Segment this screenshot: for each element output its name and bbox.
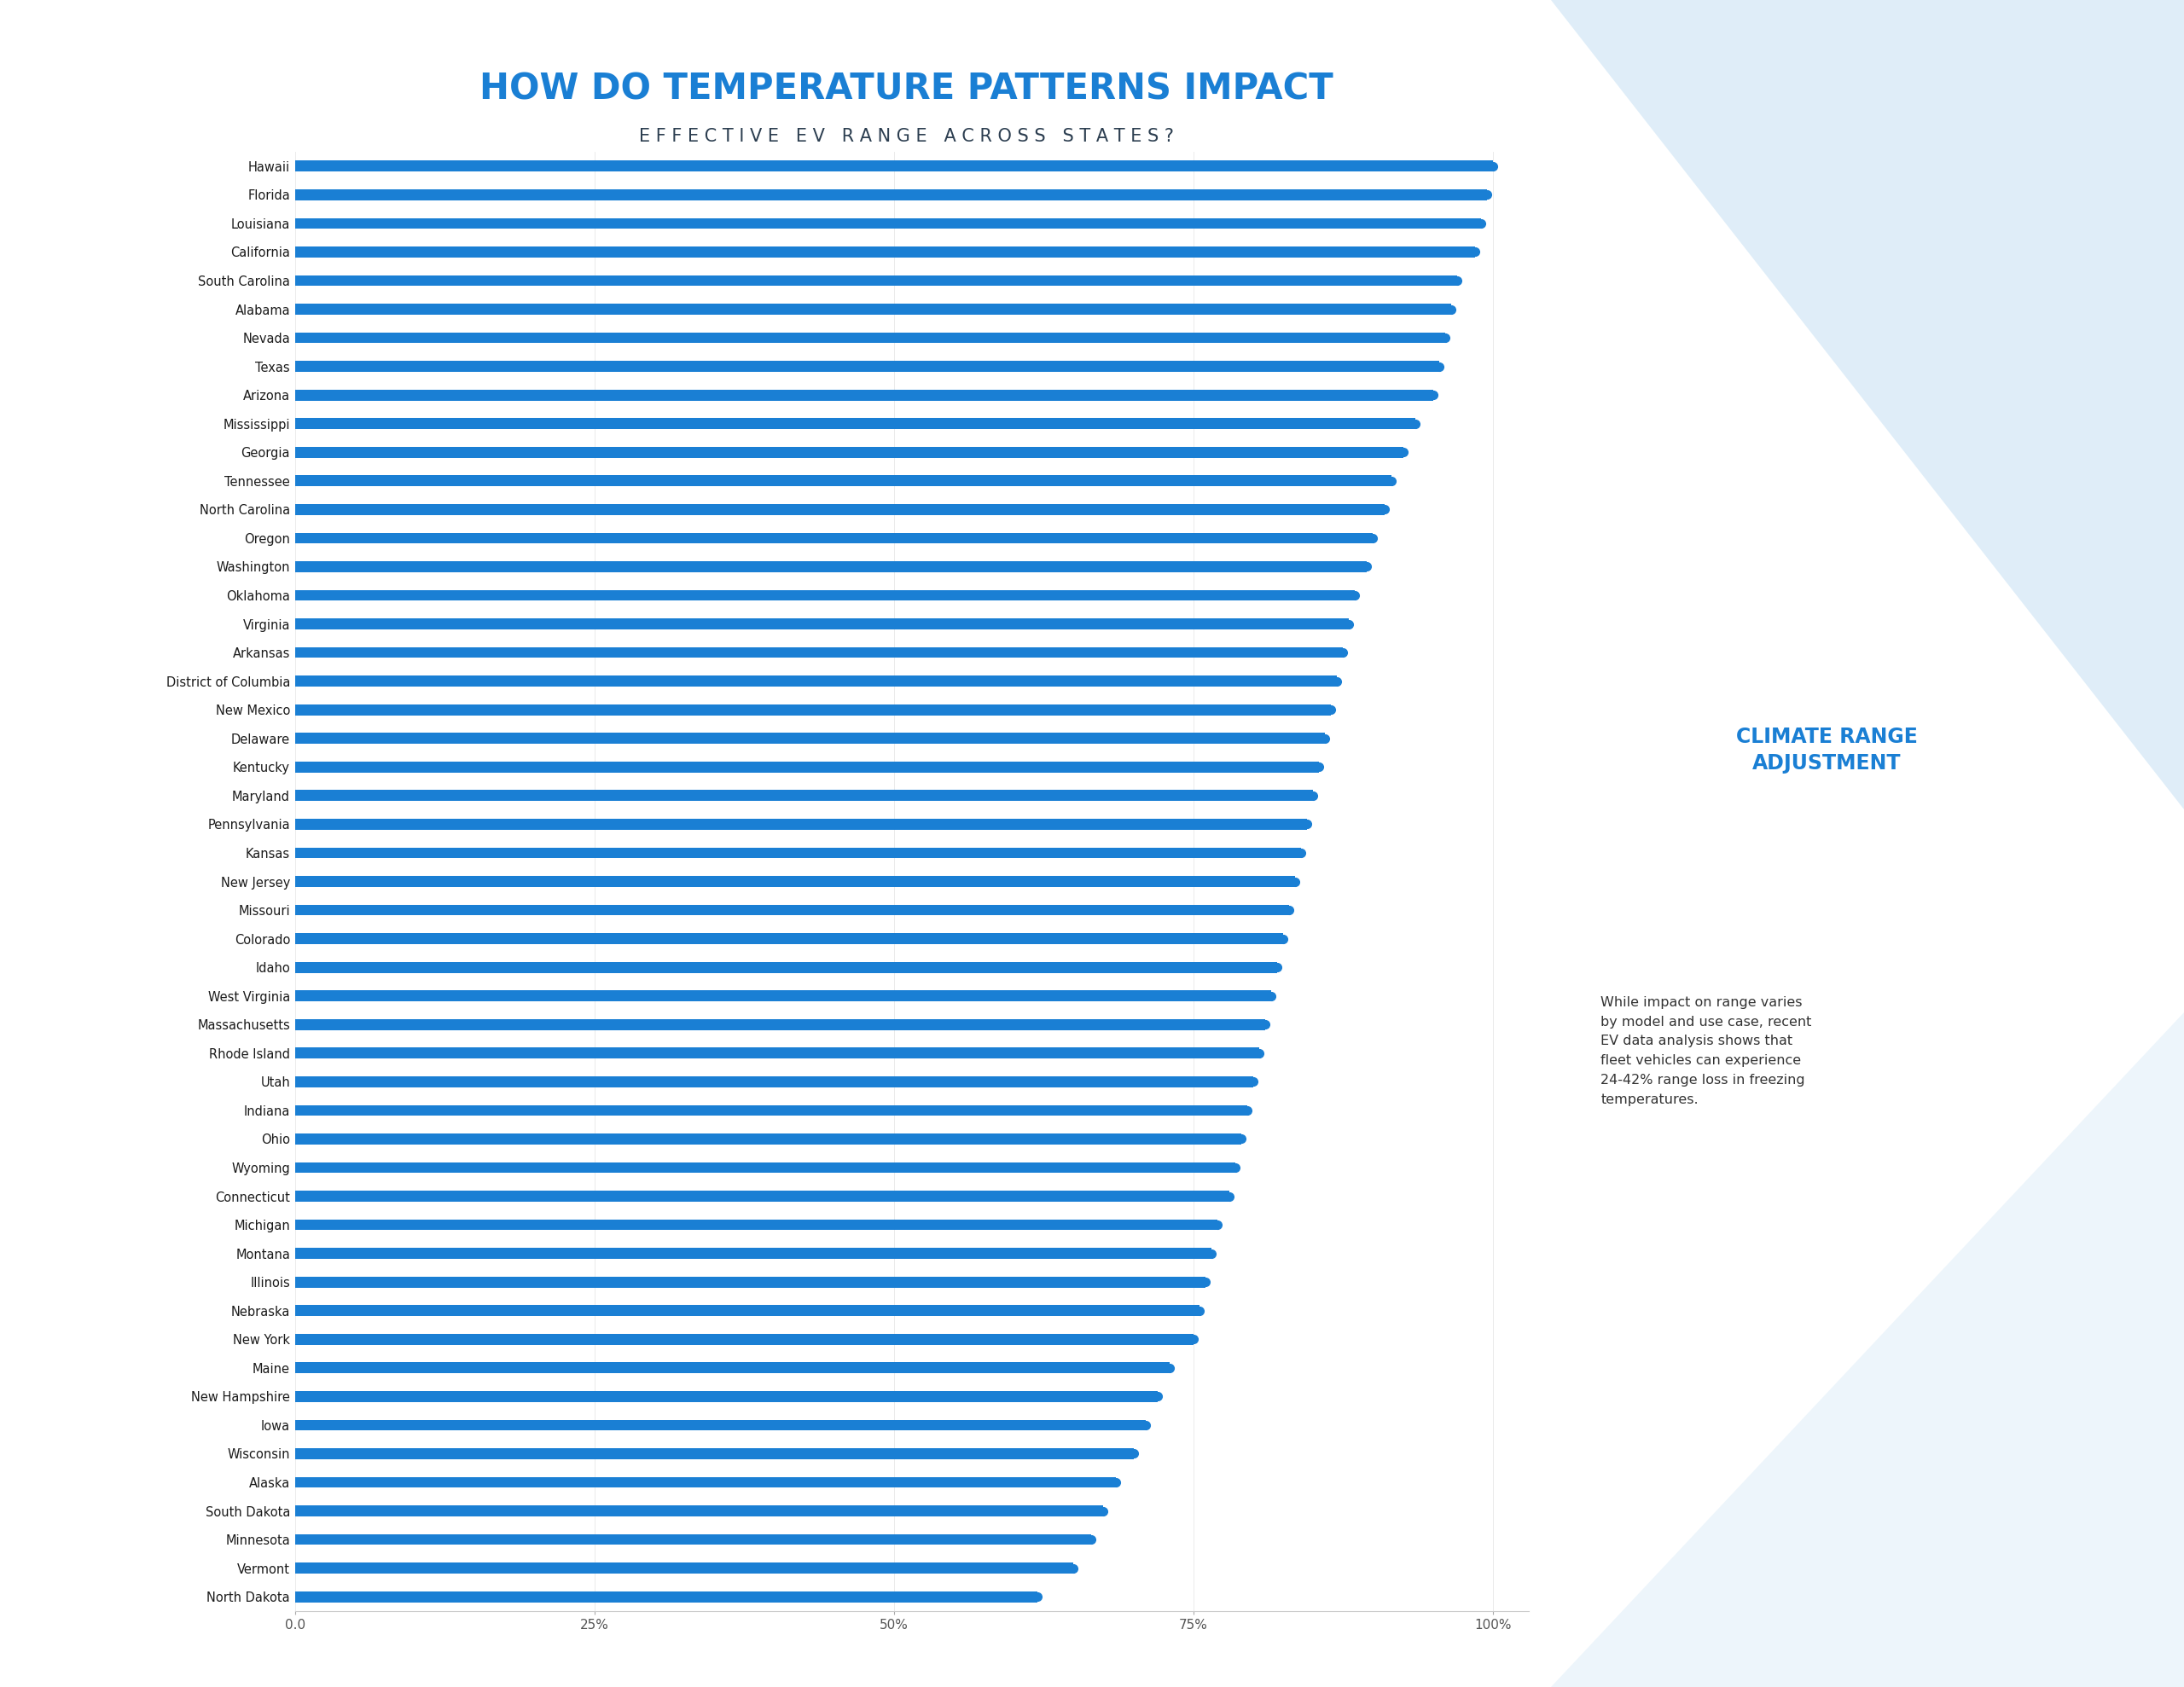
Bar <box>295 761 1319 773</box>
Bar <box>295 904 1289 916</box>
Text: CLIMATE RANGE
ADJUSTMENT: CLIMATE RANGE ADJUSTMENT <box>1736 727 1918 774</box>
Bar <box>295 447 1402 457</box>
Bar <box>295 476 1391 486</box>
Bar <box>295 1191 1230 1201</box>
Bar <box>295 1591 1037 1603</box>
Bar <box>295 962 1278 973</box>
Text: E F F E C T I V E   E V   R A N G E   A C R O S S   S T A T E S ?: E F F E C T I V E E V R A N G E A C R O … <box>640 128 1173 145</box>
Bar <box>295 218 1481 229</box>
Bar <box>295 1220 1216 1230</box>
Bar <box>295 1505 1103 1517</box>
Bar <box>295 1476 1116 1488</box>
Bar <box>295 1533 1092 1545</box>
Bar <box>295 1105 1247 1115</box>
Bar <box>295 1363 1168 1373</box>
Bar <box>295 933 1284 945</box>
Bar <box>295 533 1374 543</box>
Bar <box>295 1248 1212 1259</box>
Bar <box>295 189 1487 201</box>
Bar <box>295 304 1450 315</box>
Bar <box>295 1277 1206 1287</box>
Bar <box>295 275 1457 287</box>
Bar <box>295 418 1415 428</box>
Bar <box>295 390 1433 400</box>
Bar <box>295 1162 1236 1172</box>
Bar <box>295 705 1330 715</box>
Bar <box>295 1334 1192 1345</box>
Bar <box>295 732 1326 744</box>
Bar <box>295 818 1308 830</box>
Bar <box>295 676 1337 687</box>
Bar <box>295 562 1367 572</box>
Text: HOW DO TEMPERATURE PATTERNS IMPACT: HOW DO TEMPERATURE PATTERNS IMPACT <box>480 71 1332 106</box>
Bar <box>295 1306 1199 1316</box>
Bar <box>295 160 1494 172</box>
Bar <box>295 590 1354 601</box>
Bar <box>295 619 1350 629</box>
Bar <box>295 1392 1158 1402</box>
Text: While impact on range varies
by model and use case, recent
EV data analysis show: While impact on range varies by model an… <box>1601 995 1813 1107</box>
Bar <box>295 648 1343 658</box>
Bar <box>295 876 1295 887</box>
Text: ≡: ≡ <box>1614 619 1636 643</box>
Bar <box>295 990 1271 1002</box>
Bar <box>295 1447 1133 1459</box>
Bar <box>295 361 1439 371</box>
Bar <box>295 790 1313 801</box>
Bar <box>295 1076 1254 1086</box>
Bar <box>295 1562 1075 1574</box>
Bar <box>295 332 1446 342</box>
Bar <box>295 1048 1260 1058</box>
Polygon shape <box>1551 1012 2184 1687</box>
Polygon shape <box>1551 0 2184 810</box>
Bar <box>295 504 1385 515</box>
Bar <box>295 1019 1265 1031</box>
Text: Inspiration: Inspiration <box>1791 619 1922 643</box>
Bar <box>295 1420 1144 1431</box>
Bar <box>295 1134 1241 1144</box>
Bar <box>295 847 1302 859</box>
Bar <box>295 246 1474 258</box>
